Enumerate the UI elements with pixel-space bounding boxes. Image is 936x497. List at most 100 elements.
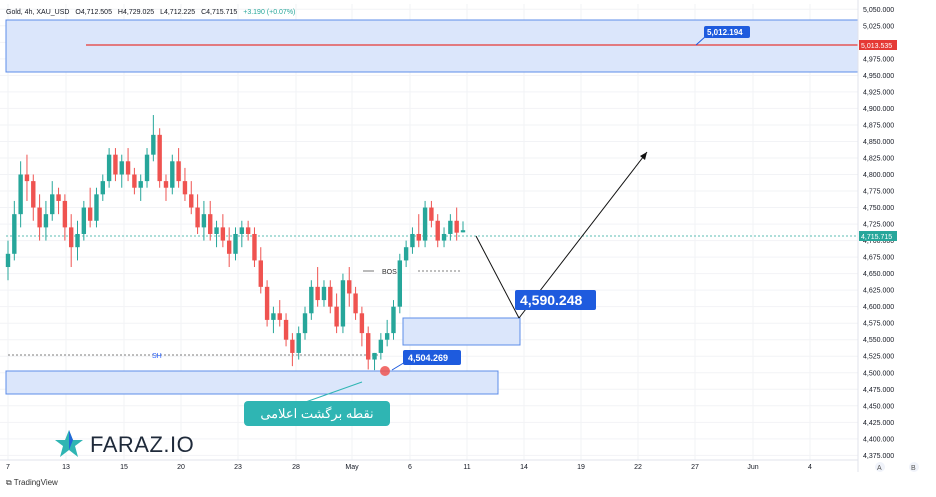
candle-body bbox=[208, 214, 213, 234]
target-label-bg bbox=[515, 290, 596, 310]
y-tick-label: 4,750.000 bbox=[863, 205, 894, 212]
low-label-bg bbox=[403, 350, 461, 365]
candle-body bbox=[50, 194, 55, 215]
y-tick-label: 4,925.000 bbox=[863, 89, 894, 96]
candle-body bbox=[12, 214, 17, 254]
candle bbox=[144, 148, 150, 188]
candles bbox=[5, 115, 466, 371]
candle-body bbox=[403, 247, 409, 261]
grid bbox=[0, 4, 858, 460]
y-tick-label: 4,800.000 bbox=[863, 172, 894, 179]
y-tick-label: 4,525.000 bbox=[863, 354, 894, 361]
candle-body bbox=[435, 220, 440, 241]
axis-settings[interactable]: A B bbox=[875, 462, 919, 472]
y-tick-label: 4,450.000 bbox=[863, 403, 894, 410]
upper-label: 5,012.194 bbox=[707, 28, 743, 37]
candle-body bbox=[119, 161, 124, 175]
x-tick-label: 13 bbox=[62, 464, 70, 471]
y-tick-label: 4,775.000 bbox=[863, 189, 894, 196]
tradingview-watermark[interactable]: ⧉ TradingView bbox=[6, 478, 58, 488]
x-tick-label: 4 bbox=[808, 464, 812, 471]
candle bbox=[18, 161, 23, 228]
candle bbox=[296, 326, 301, 360]
candle bbox=[113, 148, 118, 182]
projection-line-down bbox=[475, 235, 520, 319]
candle bbox=[347, 267, 352, 307]
candle-body bbox=[138, 181, 143, 188]
ohlc-change: +3.190 (+0.07%) bbox=[243, 9, 295, 16]
candle-body bbox=[189, 194, 194, 208]
candle bbox=[75, 220, 80, 261]
y-tick-label: 5,025.000 bbox=[863, 23, 894, 30]
y-tick-label: 4,375.000 bbox=[863, 453, 894, 460]
svg-text:A: A bbox=[877, 465, 882, 472]
candle bbox=[94, 187, 99, 228]
y-tick-label: 4,950.000 bbox=[863, 73, 894, 80]
candle bbox=[62, 194, 68, 241]
candle-body bbox=[258, 260, 263, 287]
candle bbox=[195, 194, 200, 234]
candle-body bbox=[87, 207, 93, 221]
candle bbox=[226, 227, 232, 268]
x-tick-label: Jun bbox=[747, 464, 758, 471]
candle-body bbox=[309, 286, 314, 314]
candle bbox=[170, 154, 175, 195]
y-tick-label: 4,550.000 bbox=[863, 337, 894, 344]
candle-body bbox=[56, 194, 61, 201]
log-scale-button[interactable] bbox=[909, 462, 919, 472]
y-tick-label: 4,850.000 bbox=[863, 139, 894, 146]
candle bbox=[372, 352, 377, 371]
candle bbox=[264, 280, 270, 327]
candle-body bbox=[366, 333, 371, 360]
candle-body bbox=[347, 280, 352, 294]
candle-body bbox=[315, 286, 320, 301]
candle-body bbox=[321, 286, 327, 301]
arabic-callout: نقطه برگشت اعلامی bbox=[244, 401, 390, 426]
candle bbox=[315, 267, 320, 307]
candle-body bbox=[176, 161, 181, 182]
candle bbox=[24, 154, 30, 201]
tradingview-icon: ⧉ bbox=[6, 478, 12, 487]
candle-body bbox=[340, 280, 346, 327]
candle bbox=[359, 306, 365, 347]
candle-body bbox=[359, 313, 365, 334]
candle bbox=[422, 200, 428, 248]
current-price-label: 4,715.715 bbox=[861, 234, 892, 241]
candle bbox=[87, 187, 93, 228]
candle-body bbox=[43, 214, 49, 228]
x-tick-label: 28 bbox=[292, 464, 300, 471]
candle-body bbox=[302, 313, 308, 334]
sh-label: SH bbox=[152, 353, 162, 360]
candle bbox=[454, 207, 459, 241]
time-axis[interactable]: 7 13 15 20 23 28 May 6 11 14 19 22 27 Jun 4 bbox=[0, 459, 858, 471]
candle bbox=[208, 200, 213, 241]
candle-body bbox=[328, 286, 333, 307]
y-tick-label: 4,675.000 bbox=[863, 255, 894, 262]
y-tick-label: 4,825.000 bbox=[863, 155, 894, 162]
target-zone bbox=[402, 317, 521, 346]
candle-body bbox=[214, 227, 219, 234]
candle-body bbox=[100, 181, 105, 195]
candle-body bbox=[277, 313, 282, 320]
arabic-label-bg bbox=[244, 401, 390, 426]
auto-scale-button[interactable] bbox=[875, 462, 885, 472]
candle bbox=[214, 220, 219, 248]
candle bbox=[435, 214, 440, 248]
candle-body bbox=[410, 233, 415, 248]
candle-body bbox=[441, 233, 447, 241]
y-tick-label: 4,650.000 bbox=[863, 271, 894, 278]
candle-body bbox=[460, 230, 466, 233]
price-axis[interactable]: 5,050.0005,025.0005,000.0004,975.0004,95… bbox=[857, 0, 936, 472]
candle bbox=[340, 273, 346, 334]
candle-body bbox=[296, 333, 301, 353]
candle-body bbox=[157, 134, 162, 182]
candle bbox=[321, 280, 327, 307]
candle-body bbox=[271, 313, 276, 320]
candle bbox=[258, 247, 263, 294]
candle-body bbox=[384, 333, 390, 340]
x-tick-label: 11 bbox=[463, 464, 470, 471]
x-tick-label: 19 bbox=[577, 464, 585, 471]
candle bbox=[239, 220, 245, 248]
y-tick-label: 4,475.000 bbox=[863, 387, 894, 394]
